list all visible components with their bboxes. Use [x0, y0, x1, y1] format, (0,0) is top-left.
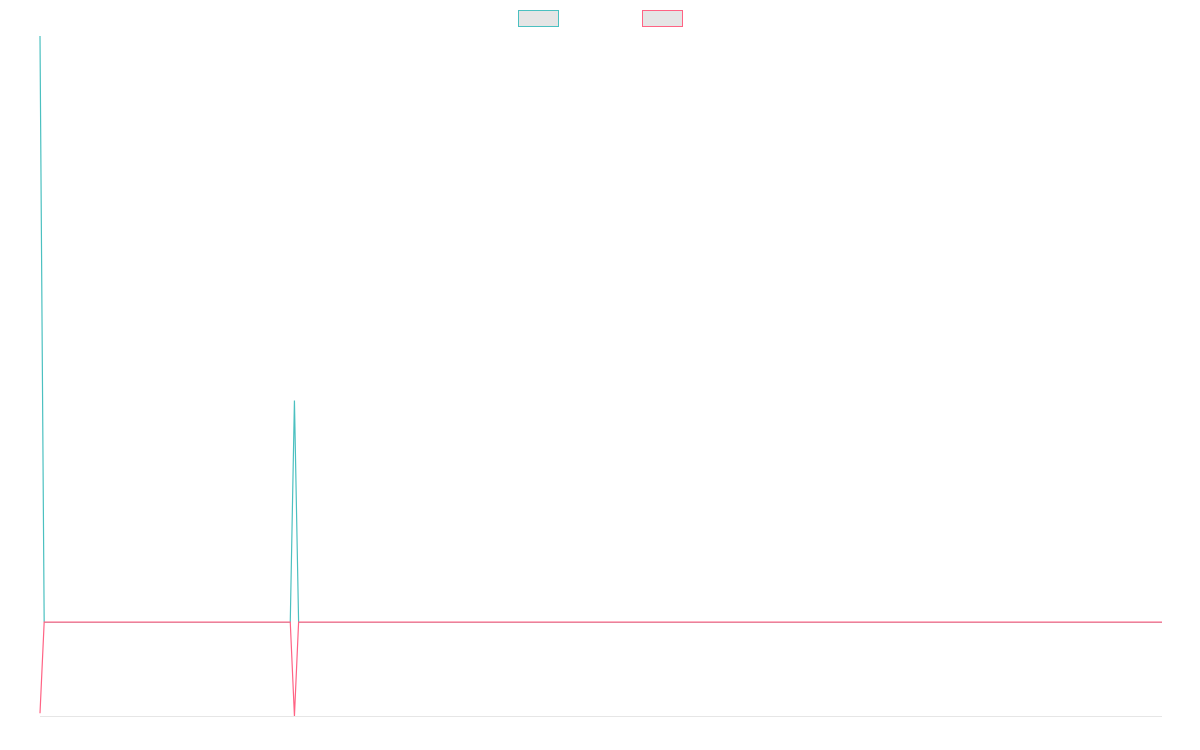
series-line-2 [39, 621, 1162, 717]
legend-swatch-2 [642, 10, 683, 27]
series-layer [39, 35, 1163, 717]
series-line-1 [39, 35, 1162, 623]
legend [518, 10, 683, 27]
legend-swatch-1 [518, 10, 559, 27]
